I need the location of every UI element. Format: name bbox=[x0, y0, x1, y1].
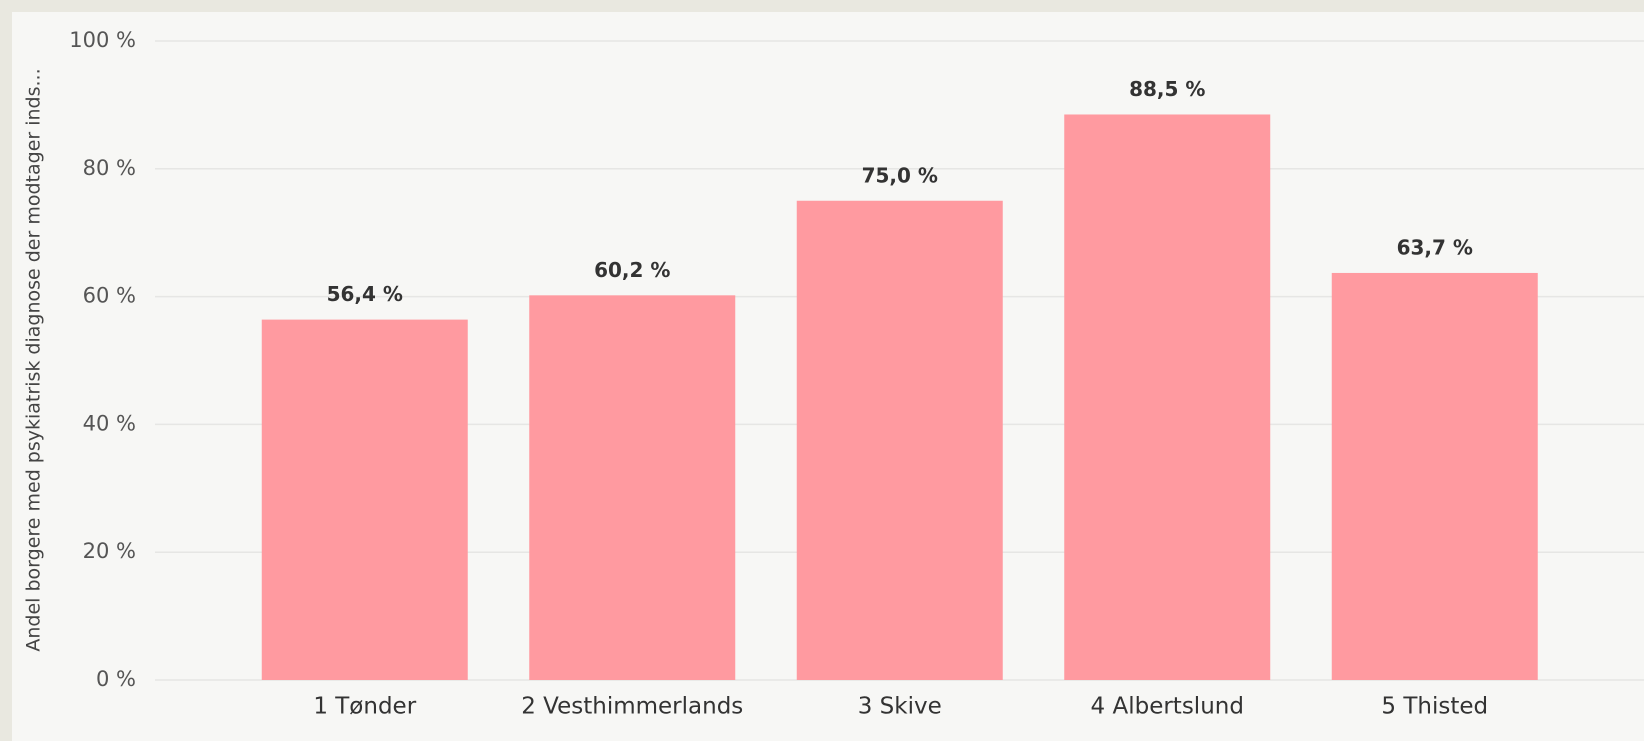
x-tick-label: 5 Thisted bbox=[1381, 694, 1488, 720]
y-tick-label: 100 % bbox=[69, 28, 136, 52]
y-tick-label: 40 % bbox=[83, 411, 136, 435]
x-tick-label: 1 Tønder bbox=[313, 694, 416, 720]
data-label: 63,7 % bbox=[1397, 235, 1473, 259]
bar bbox=[1331, 272, 1538, 680]
y-tick-label: 60 % bbox=[83, 284, 136, 308]
y-tick-label: 80 % bbox=[83, 156, 136, 180]
data-label: 60,2 % bbox=[594, 258, 670, 282]
x-tick-label: 2 Vesthimmerlands bbox=[521, 694, 743, 720]
bar bbox=[796, 200, 1003, 680]
x-tick-label: 4 Albertslund bbox=[1091, 694, 1244, 720]
y-tick-label: 20 % bbox=[83, 539, 136, 563]
data-label: 88,5 % bbox=[1129, 77, 1205, 101]
bar bbox=[1064, 114, 1271, 681]
bar bbox=[261, 319, 468, 680]
data-label: 56,4 % bbox=[327, 282, 403, 306]
y-tick-label: 0 % bbox=[96, 667, 136, 691]
y-axis-title: Andel borgere med psykiatrisk diagnose d… bbox=[23, 68, 45, 651]
bar bbox=[529, 295, 736, 680]
x-tick-label: 3 Skive bbox=[858, 694, 942, 720]
data-label: 75,0 % bbox=[862, 163, 938, 187]
